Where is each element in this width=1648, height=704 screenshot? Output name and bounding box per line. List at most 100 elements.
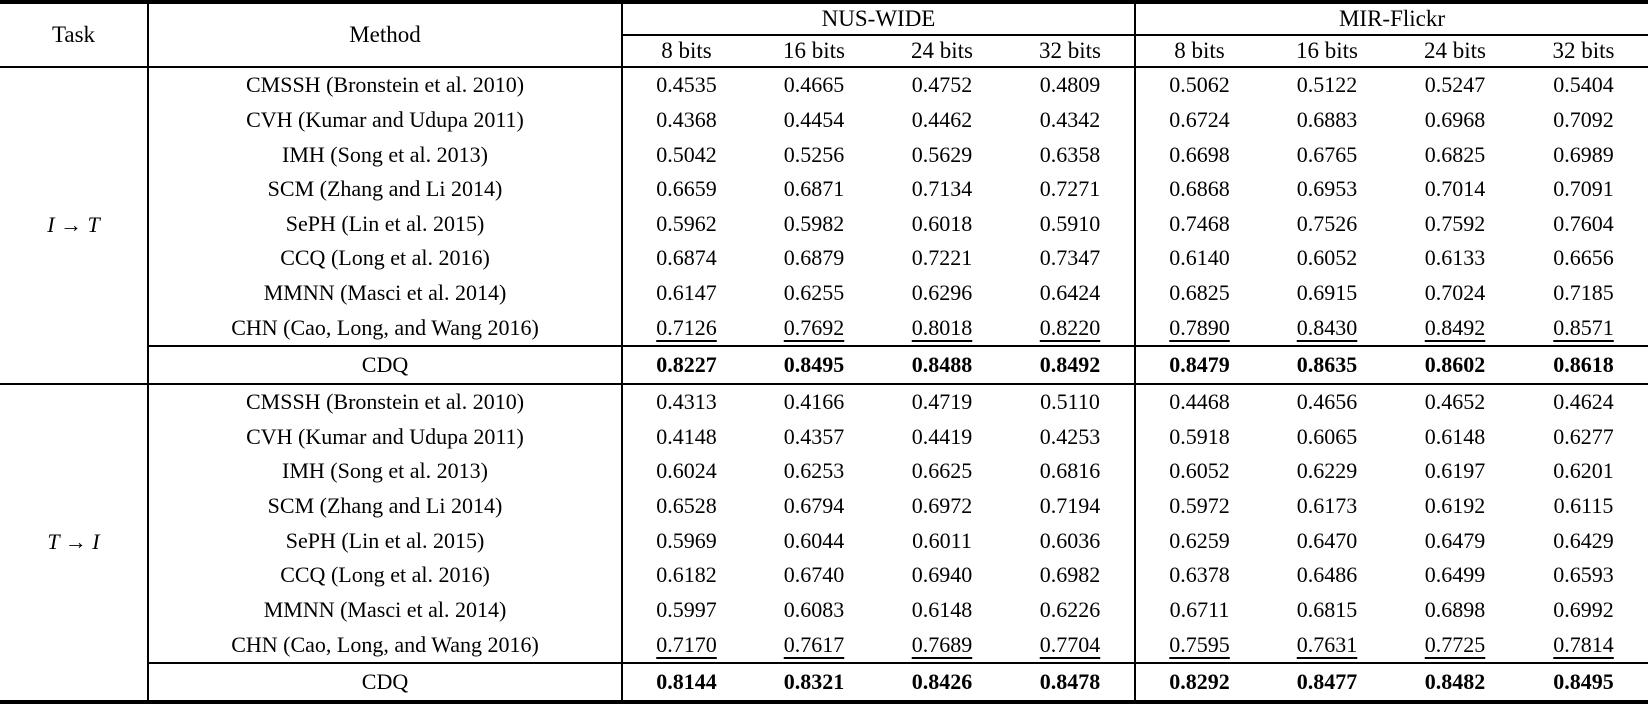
value-cell: 0.8635	[1263, 345, 1392, 385]
value-cell: 0.5404	[1553, 72, 1614, 98]
value-cell: 0.6765	[1296, 141, 1358, 167]
value-cell: 0.7468	[1169, 210, 1230, 236]
method-label: CDQ	[148, 662, 623, 702]
value-cell: 0.8321	[750, 662, 878, 702]
table-row: SePH (Lin et al. 2015) 0.5962 0.5982 0.6018…	[0, 206, 1648, 242]
method-label: CVH (Kumar and Udupa 2011)	[148, 419, 623, 455]
method-label: IMH (Song et al. 2013)	[148, 454, 623, 489]
value-cell: 0.5910	[1006, 206, 1137, 242]
value-cell: 0.7617	[783, 631, 845, 657]
value-cell: 0.8495	[1519, 662, 1648, 702]
value-cell: 0.7271	[1006, 172, 1137, 207]
value-cell: 0.4253	[1006, 419, 1137, 455]
value-cell: 0.4166	[783, 389, 845, 415]
value-cell: 0.6133	[1424, 245, 1486, 271]
task-label: T → I	[0, 383, 149, 702]
table-row: CHN (Cao, Long, and Wang 2016) 0.7170 0.76…	[0, 627, 1648, 664]
value-cell: 0.7692	[783, 314, 845, 340]
method-label: CHN (Cao, Long, and Wang 2016)	[148, 627, 623, 664]
method-label: SePH (Lin et al. 2015)	[148, 523, 623, 558]
value-cell: 0.6898	[1424, 596, 1486, 622]
bits-header: 16 bits	[750, 35, 878, 68]
value-cell: 0.4652	[1424, 389, 1486, 415]
method-label: CCQ (Long et al. 2016)	[148, 241, 623, 276]
value-cell: 0.4535	[656, 72, 717, 98]
table-row: CDQ 0.8144 0.8321 0.8426 0.8478 0.8292 0.8477 0…	[0, 662, 1648, 702]
value-cell: 0.5629	[911, 141, 973, 167]
value-cell: 0.4368	[656, 107, 717, 133]
table-row: IMH (Song et al. 2013) 0.6024 0.6253 0.6625…	[0, 454, 1648, 489]
value-cell: 0.7024	[1424, 279, 1486, 305]
value-cell: 0.8477	[1263, 662, 1392, 702]
bits-header: 8 bits	[622, 35, 750, 68]
value-cell: 0.6698	[1169, 141, 1230, 167]
value-cell: 0.7014	[1424, 176, 1486, 202]
value-cell: 0.6052	[1296, 245, 1358, 271]
value-cell: 0.4656	[1296, 389, 1358, 415]
value-cell: 0.6871	[783, 176, 845, 202]
value-cell: 0.4665	[783, 72, 845, 98]
value-cell: 0.6815	[1296, 596, 1358, 622]
method-label: CDQ	[148, 345, 623, 385]
table-row: CHN (Cao, Long, and Wang 2016) 0.7126 0.76…	[0, 310, 1648, 347]
table-row: T → I CMSSH (Bronstein et al. 2010) 0.4313…	[0, 383, 1648, 702]
bits-header: 8 bits	[1135, 35, 1264, 68]
value-cell: 0.6229	[1296, 458, 1358, 484]
value-cell: 0.4752	[911, 72, 973, 98]
value-cell: 0.5256	[783, 141, 845, 167]
value-cell: 0.6044	[783, 527, 845, 553]
table-row: CCQ (Long et al. 2016) 0.6874 0.6879 0.7221…	[0, 241, 1648, 276]
value-cell: 0.7092	[1553, 107, 1614, 133]
value-cell: 0.6192	[1424, 493, 1486, 519]
value-cell: 0.6277	[1553, 423, 1614, 449]
value-cell: 0.6528	[656, 493, 717, 519]
value-cell: 0.6992	[1553, 596, 1614, 622]
bits-header: 16 bits	[1263, 35, 1392, 68]
task-column-header: Task	[0, 2, 149, 68]
table-row: MMNN (Masci et al. 2014) 0.6147 0.6255 0.62…	[0, 275, 1648, 311]
bits-header: 32 bits	[1519, 35, 1648, 68]
value-cell: 0.6024	[656, 458, 717, 484]
value-cell: 0.7689	[911, 631, 973, 657]
value-cell: 0.6065	[1296, 423, 1358, 449]
value-cell: 0.7134	[911, 176, 973, 202]
value-cell: 0.5972	[1169, 493, 1230, 519]
table-row: CVH (Kumar and Udupa 2011) 0.4368 0.4454 0.…	[0, 102, 1648, 138]
value-cell: 0.7347	[1006, 241, 1137, 276]
dataset-header-nus-wide: NUS-WIDE	[622, 2, 1137, 36]
value-cell: 0.4419	[911, 423, 973, 449]
table-row: SCM (Zhang and Li 2014) 0.6659 0.6871 0.713…	[0, 172, 1648, 207]
bits-header: 24 bits	[1391, 35, 1520, 68]
value-cell: 0.7526	[1296, 210, 1358, 236]
value-cell: 0.7185	[1553, 279, 1614, 305]
value-cell: 0.6816	[1006, 454, 1137, 489]
value-cell: 0.5962	[656, 210, 717, 236]
value-cell: 0.4624	[1553, 389, 1614, 415]
value-cell: 0.6173	[1296, 493, 1358, 519]
value-cell: 0.6201	[1553, 458, 1614, 484]
method-column-header: Method	[148, 2, 623, 68]
value-cell: 0.8618	[1519, 345, 1648, 385]
value-cell: 0.8495	[750, 345, 878, 385]
value-cell: 0.6115	[1553, 493, 1614, 519]
dataset-header-mir-flickr: MIR-Flickr	[1135, 2, 1648, 36]
value-cell: 0.5062	[1169, 72, 1230, 98]
value-cell: 0.8492	[1424, 314, 1486, 340]
value-cell: 0.7814	[1553, 631, 1614, 657]
value-cell: 0.6378	[1169, 562, 1230, 588]
value-cell: 0.4809	[1006, 67, 1137, 103]
table-row: SCM (Zhang and Li 2014) 0.6528 0.6794 0.697…	[0, 488, 1648, 524]
value-cell: 0.8430	[1296, 314, 1358, 340]
value-cell: 0.5997	[656, 596, 717, 622]
table-row: CVH (Kumar and Udupa 2011) 0.4148 0.4357 0.…	[0, 419, 1648, 455]
table-row: I → T CMSSH (Bronstein et al. 2010) 0.4535…	[0, 67, 1648, 385]
value-cell: 0.6018	[911, 210, 973, 236]
value-cell: 0.6197	[1424, 458, 1486, 484]
value-cell: 0.7592	[1424, 210, 1486, 236]
value-cell: 0.4462	[911, 107, 973, 133]
value-cell: 0.6083	[783, 596, 845, 622]
value-cell: 0.8220	[1006, 310, 1137, 347]
value-cell: 0.8426	[878, 662, 1006, 702]
value-cell: 0.6226	[1006, 592, 1137, 628]
